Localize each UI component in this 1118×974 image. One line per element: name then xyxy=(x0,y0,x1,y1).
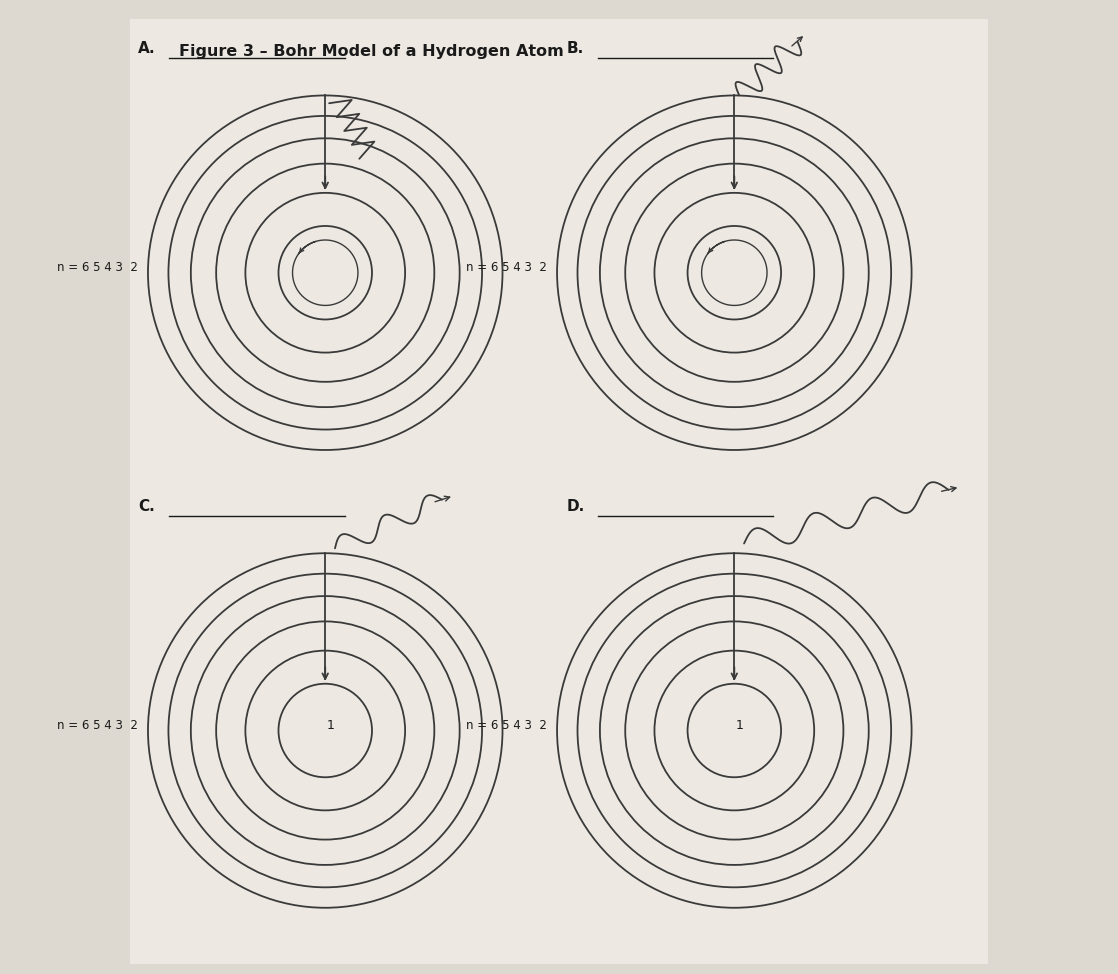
FancyBboxPatch shape xyxy=(131,19,987,964)
Text: A.: A. xyxy=(139,42,155,56)
Text: D.: D. xyxy=(567,500,585,514)
Text: n = 6 5 4 3  2: n = 6 5 4 3 2 xyxy=(57,719,139,732)
Text: B.: B. xyxy=(567,42,584,56)
Text: n = 6 5 4 3  2: n = 6 5 4 3 2 xyxy=(466,719,548,732)
Text: n = 6 5 4 3  2: n = 6 5 4 3 2 xyxy=(466,261,548,275)
Text: Figure 3 – Bohr Model of a Hydrogen Atom: Figure 3 – Bohr Model of a Hydrogen Atom xyxy=(179,44,563,58)
Text: 1: 1 xyxy=(736,719,743,732)
Text: n = 6 5 4 3  2: n = 6 5 4 3 2 xyxy=(57,261,139,275)
Text: C.: C. xyxy=(139,500,155,514)
Text: 1: 1 xyxy=(326,719,334,732)
